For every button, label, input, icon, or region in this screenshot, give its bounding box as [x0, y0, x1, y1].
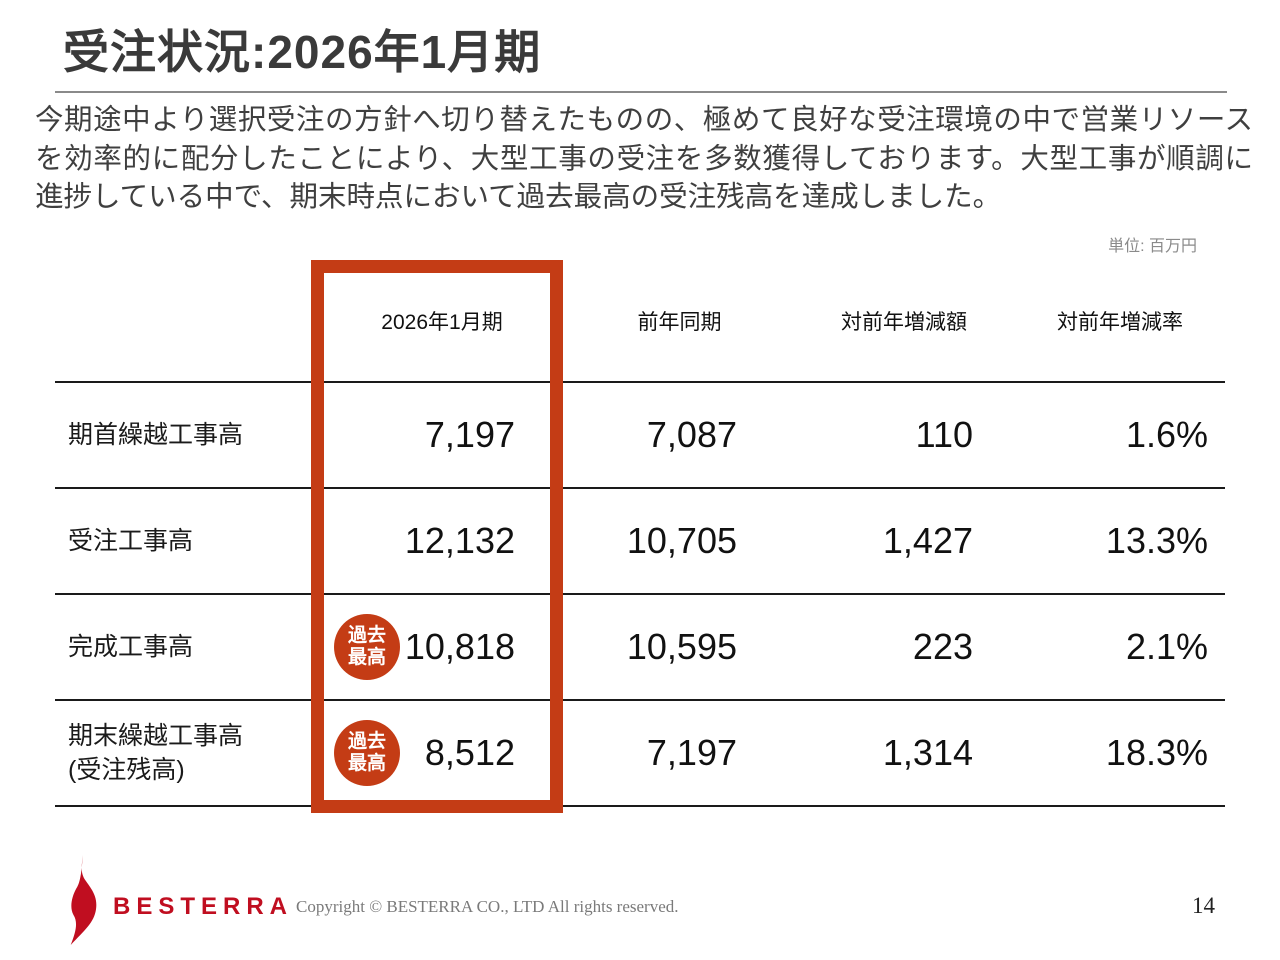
cell-change-rate: 1.6%: [1125, 414, 1208, 455]
table-row: 期首繰越工事高 7,197 7,087 110 1.6%: [55, 383, 1225, 489]
row-label: 受注工事高: [68, 527, 194, 555]
unit-label: 単位: 百万円: [1108, 238, 1197, 255]
cell-current: 7,197: [424, 414, 515, 455]
cell-current-value: 10,818: [404, 626, 515, 667]
cell-change: 1,427: [882, 520, 973, 561]
page-number: 14: [1192, 893, 1215, 918]
header-prior-period: 前年同期: [637, 311, 722, 334]
cell-change-rate: 18.3%: [1105, 732, 1208, 773]
record-high-badge: 過去 最高: [334, 720, 400, 786]
table-row: 受注工事高 12,132 10,705 1,427 13.3%: [55, 489, 1225, 595]
cell-change: 110: [915, 414, 973, 455]
header-current-period: 2026年1月期: [381, 311, 503, 334]
cell-current: 過去 最高 10,818: [318, 595, 566, 699]
orders-table: 2026年1月期 前年同期 対前年増減額 対前年増減率 期首繰越工事高 7,19…: [55, 261, 1225, 807]
cell-current: 12,132: [404, 520, 515, 561]
cell-prior: 7,197: [646, 732, 737, 773]
cell-change: 223: [912, 626, 973, 667]
cell-change-rate: 2.1%: [1125, 626, 1208, 667]
cell-prior: 10,705: [626, 520, 737, 561]
besterra-logo-icon: [70, 855, 97, 945]
row-label: 期末繰越工事高 (受注残高): [68, 722, 244, 784]
title-divider: [55, 91, 1227, 93]
table-header-row: 2026年1月期 前年同期 対前年増減額 対前年増減率: [55, 261, 1225, 383]
cell-current: 過去 最高 8,512: [318, 701, 566, 805]
besterra-logo-text: BESTERRA: [113, 893, 294, 920]
row-label: 期首繰越工事高: [68, 421, 244, 449]
header-spacer: [55, 261, 318, 381]
lead-paragraph: 今期途中より選択受注の方針へ切り替えたものの、極めて良好な受注環境の中で営業リソ…: [35, 104, 1253, 213]
cell-prior: 7,087: [646, 414, 737, 455]
header-yoy-change-rate: 対前年増減率: [1057, 311, 1183, 334]
cell-change-rate: 13.3%: [1105, 520, 1208, 561]
table-row: 完成工事高 過去 最高 10,818 10,595 223 2.1%: [55, 595, 1225, 701]
cell-prior: 10,595: [626, 626, 737, 667]
header-yoy-change: 対前年増減額: [841, 311, 967, 334]
row-label: 完成工事高: [68, 633, 194, 661]
besterra-logo: BESTERRA: [57, 855, 292, 945]
cell-change: 1,314: [882, 732, 973, 773]
copyright-text: Copyright © BESTERRA CO., LTD All rights…: [296, 897, 679, 916]
page-title: 受注状況:2026年1月期: [63, 26, 542, 78]
cell-current-value: 8,512: [424, 732, 515, 773]
record-high-badge: 過去 最高: [334, 614, 400, 680]
table-row: 期末繰越工事高 (受注残高) 過去 最高 8,512 7,197 1,314 1…: [55, 701, 1225, 807]
